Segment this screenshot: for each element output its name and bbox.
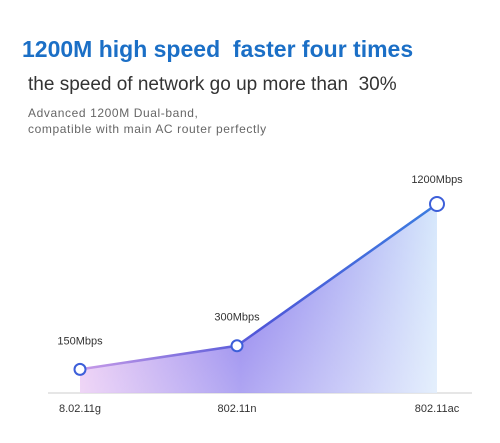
point (73, 362, 87, 376)
value-label: 1200Mbps (411, 174, 463, 186)
annotation: compatible with main AC router perfectly (28, 122, 267, 136)
area-fade (80, 204, 437, 393)
point (429, 196, 445, 212)
point (230, 339, 244, 353)
x-tick-label: 802.11n (218, 403, 257, 415)
x-tick-label: 8.02.11g (59, 403, 101, 415)
value-label: 150Mbps (57, 335, 103, 347)
value-label: 300Mbps (214, 312, 260, 324)
title: 1200M high speed faster four times (22, 36, 414, 62)
subtitle: the speed of network go up more than 30% (28, 74, 397, 95)
annotation: Advanced 1200M Dual-band, (28, 106, 199, 120)
x-tick-label: 802.11ac (415, 403, 460, 415)
